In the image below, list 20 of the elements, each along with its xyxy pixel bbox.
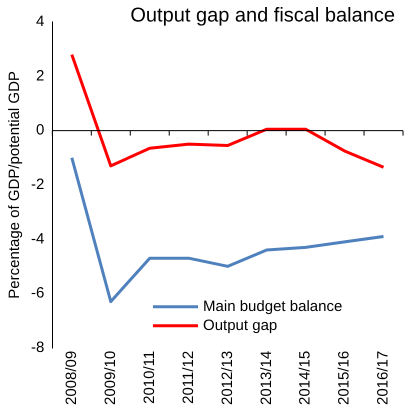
x-tick-label: 2009/10 xyxy=(102,350,119,406)
legend-label: Output gap xyxy=(203,316,278,334)
legend-label: Main budget balance xyxy=(203,298,342,315)
y-axis-title: Percentage of GDP/potential GDP xyxy=(6,71,24,299)
y-tick-label: 4 xyxy=(36,13,44,30)
y-tick-label: -4 xyxy=(30,230,44,248)
x-tick-label: 2008/09 xyxy=(62,350,80,406)
x-tick-label: 2012/13 xyxy=(218,350,236,406)
y-tick-label: -8 xyxy=(30,338,44,356)
x-tick-label: 2010/11 xyxy=(140,350,158,404)
y-tick-label: 0 xyxy=(36,122,44,139)
x-tick-label: 2014/15 xyxy=(296,350,314,406)
x-tick-label: 2013/14 xyxy=(258,350,275,406)
chart-title: Output gap and fiscal balance xyxy=(130,4,395,27)
y-tick-label: -2 xyxy=(30,176,44,194)
x-tick-label: 2015/16 xyxy=(336,350,353,406)
x-tick-label: 2011/12 xyxy=(180,350,197,404)
y-tick-label: -6 xyxy=(30,284,44,302)
x-tick-label: 2016/17 xyxy=(374,350,392,406)
y-tick-label: 2 xyxy=(36,67,44,84)
